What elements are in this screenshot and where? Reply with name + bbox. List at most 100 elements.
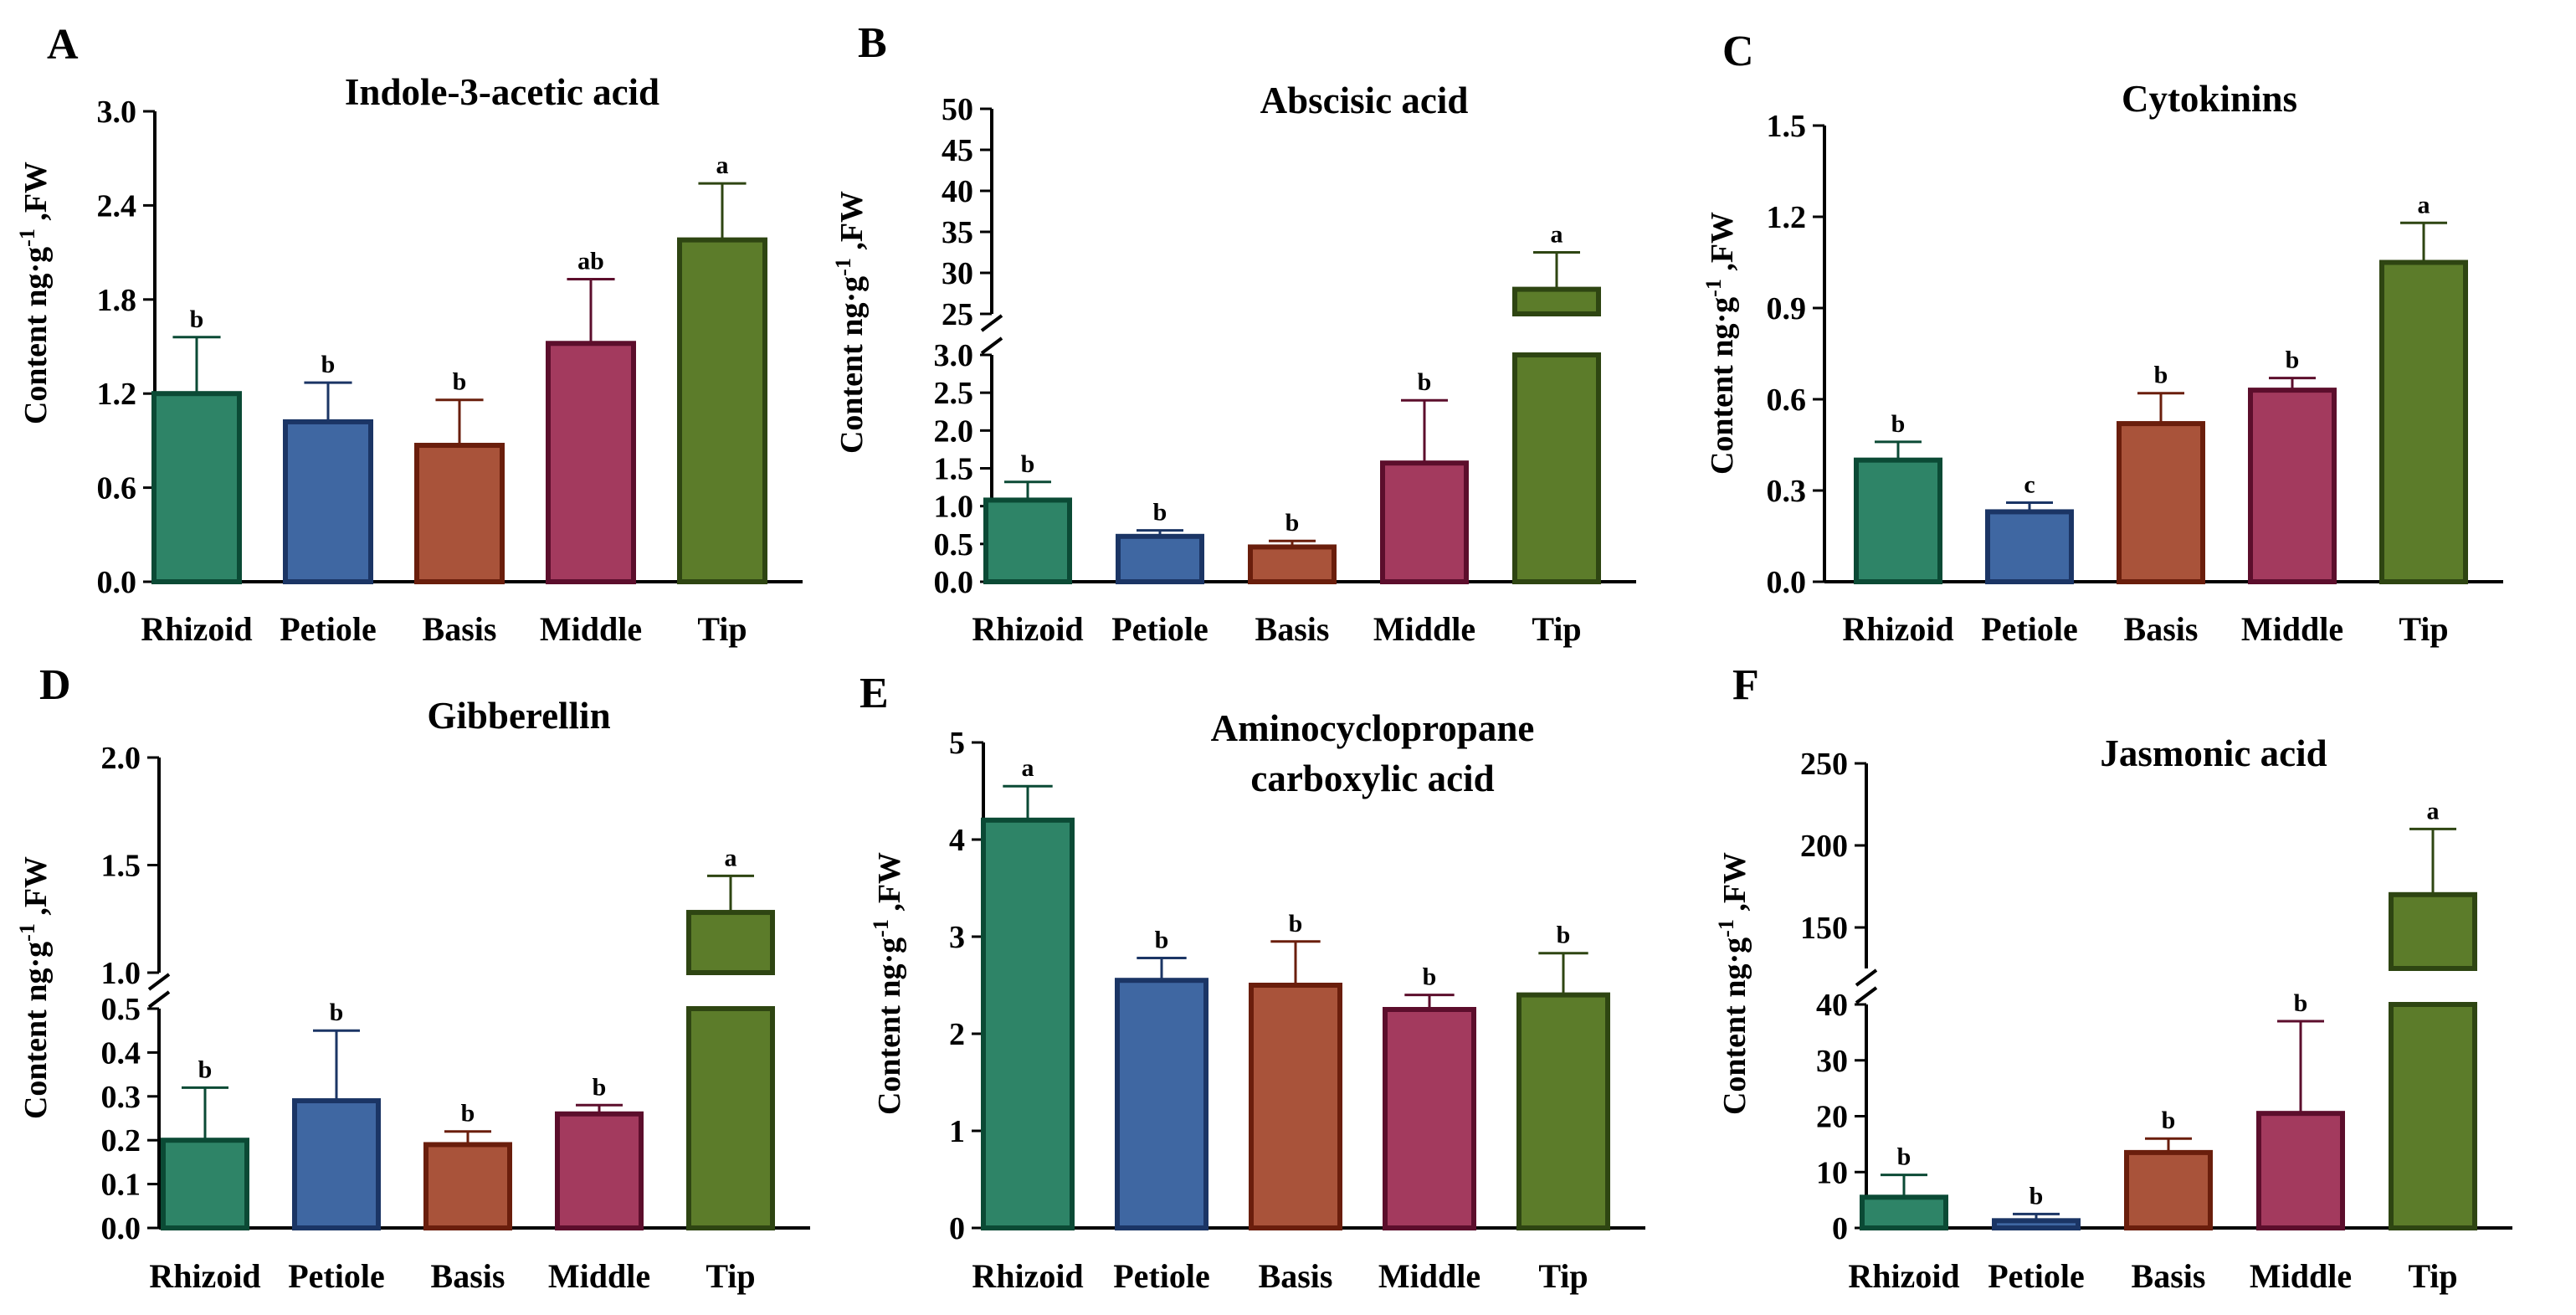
panel-a-bar-petiole	[283, 419, 373, 585]
panel-d-significance-label: a	[725, 844, 737, 871]
panel-c-category-label: Tip	[2399, 610, 2448, 648]
panel-c-bar-rhizoid	[1854, 457, 1942, 585]
panel-f-significance-label: b	[2162, 1107, 2176, 1134]
panel-c-y-label: Content ng·g-1 ,FW	[1701, 212, 1741, 475]
panel-c-y-tick-label: 0.6	[1767, 383, 1807, 418]
panel-f-significance-label: b	[2294, 989, 2308, 1017]
panel-d-y-tick-label: 0.2	[101, 1123, 141, 1158]
panel-e-significance-label: b	[1289, 910, 1303, 937]
panel-e-category-label: Middle	[1378, 1257, 1480, 1295]
panel-f-y-tick-label: 200	[1800, 829, 1848, 864]
panel-a-significance-label: b	[453, 368, 467, 396]
panel-e-bar-petiole	[1115, 978, 1208, 1230]
panel-a-category-label: Basis	[423, 610, 497, 648]
panel-b-y-tick-label: 2.0	[934, 414, 974, 449]
panel-d-category-label: Middle	[548, 1257, 650, 1295]
panel-d-y-tick-label: 1.5	[101, 849, 141, 884]
panel-a-label: A	[47, 21, 79, 69]
panel-a-category-label: Middle	[540, 610, 642, 648]
panel-b-significance-label: b	[1153, 499, 1167, 527]
panel-d-bar-rhizoid	[161, 1138, 249, 1230]
panel-d-significance-label: b	[198, 1056, 213, 1083]
panel-f-y-label: Content ng·g-1 ,FW	[1714, 852, 1753, 1115]
panel-c-significance-label: b	[1891, 410, 1906, 438]
panel-e-bar-rhizoid	[981, 817, 1075, 1230]
panel-a-significance-label: ab	[577, 247, 604, 275]
panel-f-significance-label: a	[2427, 797, 2440, 824]
panel-f-label: F	[1732, 661, 1759, 709]
panel-d-chart: D Gibberellin Content ng·g-1 ,FW 0.0 0.1 0.2 0…	[15, 661, 810, 1295]
panel-b-y-tick-label: 1.5	[934, 452, 974, 487]
panel-c-significance-label: b	[2286, 347, 2300, 374]
panel-b-significance-label: b	[1285, 509, 1300, 537]
panel-d-axis-break-mark	[147, 990, 171, 1009]
panel-d-bar-tip-upper	[686, 910, 775, 976]
panel-e-chart: E Aminocyclopropane carboxylic acid Content…	[860, 670, 1645, 1295]
panel-e-category-label: Basis	[1259, 1257, 1333, 1295]
panel-c-chart: C Cytokinins Content ng·g-1 ,FW 0.0 0.3 0.6 0.…	[1701, 28, 2503, 648]
panel-a-y-tick-label: 3.0	[97, 95, 137, 130]
panel-e-y-tick-label: 1	[949, 1114, 965, 1149]
panel-a-bar-rhizoid	[151, 391, 242, 585]
panel-b-y-tick-label: 30	[942, 256, 973, 291]
panel-d-category-label: Petiole	[288, 1257, 385, 1295]
panel-f-category-label: Petiole	[1988, 1257, 2085, 1295]
panel-a-y-label: Content ng·g-1 ,FW	[15, 162, 54, 424]
panel-a-significance-label: b	[321, 351, 336, 378]
panel-d-bar-middle	[555, 1111, 644, 1231]
panel-c-y-tick-label: 0.9	[1767, 291, 1807, 326]
panel-e-y-tick-label: 0	[949, 1211, 965, 1246]
panel-f-bar-tip-upper	[2389, 891, 2477, 972]
panel-b-y-tick-label: 50	[942, 92, 973, 127]
panel-e-label: E	[860, 670, 889, 717]
panel-e-title-line2: carboxylic acid	[1250, 758, 1494, 799]
panel-c-y-tick-label: 0.0	[1767, 565, 1807, 600]
panel-c-significance-label: c	[2024, 471, 2035, 499]
panel-d-bar-tip	[686, 1006, 775, 1230]
panel-c-title: Cytokinins	[2122, 78, 2297, 120]
panel-d-significance-label: b	[461, 1100, 475, 1128]
panel-f-bar-petiole	[1992, 1218, 2081, 1231]
panel-b-y-tick-label: 3.0	[934, 338, 974, 373]
panel-d-y-tick-label: 0.0	[101, 1211, 141, 1246]
panel-c-y-tick-label: 0.3	[1767, 474, 1807, 509]
panel-c-bar-basis	[2117, 421, 2205, 585]
panel-f-significance-label: b	[2029, 1182, 2044, 1210]
panel-b-y-label: Content ng·g-1 ,FW	[831, 191, 870, 454]
panel-b-significance-label: b	[1418, 368, 1432, 396]
panel-f-y-tick-label: 250	[1800, 747, 1848, 782]
panel-b-bar-basis	[1248, 544, 1337, 584]
panel-e-category-label: Petiole	[1113, 1257, 1210, 1295]
panel-f-axis-break-mark	[1855, 986, 1878, 1004]
panel-a-category-label: Rhizoid	[141, 610, 252, 648]
panel-c-bar-petiole	[1985, 509, 2074, 585]
panel-b-y-tick-label: 1.0	[934, 490, 974, 525]
panel-c-category-label: Middle	[2241, 610, 2343, 648]
panel-b-title: Abscisic acid	[1260, 80, 1469, 121]
panel-a-y-tick-label: 2.4	[97, 188, 137, 223]
panel-e-y-tick-label: 5	[949, 726, 965, 761]
panel-a-significance-label: b	[190, 306, 204, 333]
panel-d-significance-label: b	[593, 1073, 607, 1101]
panel-b-category-label: Tip	[1532, 610, 1581, 648]
panel-f-y-tick-label: 150	[1800, 911, 1848, 946]
panel-b-category-label: Basis	[1255, 610, 1330, 648]
panel-f-significance-label: b	[1897, 1143, 1911, 1171]
panel-a-significance-label: a	[716, 152, 729, 179]
panel-f-category-label: Rhizoid	[1848, 1257, 1959, 1295]
panel-e-significance-label: a	[1022, 754, 1034, 782]
panel-e-bar-basis	[1249, 983, 1342, 1230]
panel-b-y-tick-label: 2.5	[934, 376, 974, 411]
panel-b-y-tick-label: 45	[942, 133, 973, 168]
panel-d-category-label: Rhizoid	[149, 1257, 260, 1295]
panel-d-bar-basis	[423, 1142, 512, 1230]
panel-f-bar-rhizoid	[1860, 1194, 1948, 1230]
panel-b-y-tick-label: 0.0	[934, 565, 974, 600]
panel-c-category-label: Basis	[2124, 610, 2199, 648]
panel-d-title: Gibberellin	[427, 695, 610, 737]
panel-f-y-tick-label: 40	[1816, 988, 1848, 1023]
panel-b-bar-tip-upper	[1512, 286, 1601, 317]
panel-c-bar-tip	[2379, 259, 2468, 584]
